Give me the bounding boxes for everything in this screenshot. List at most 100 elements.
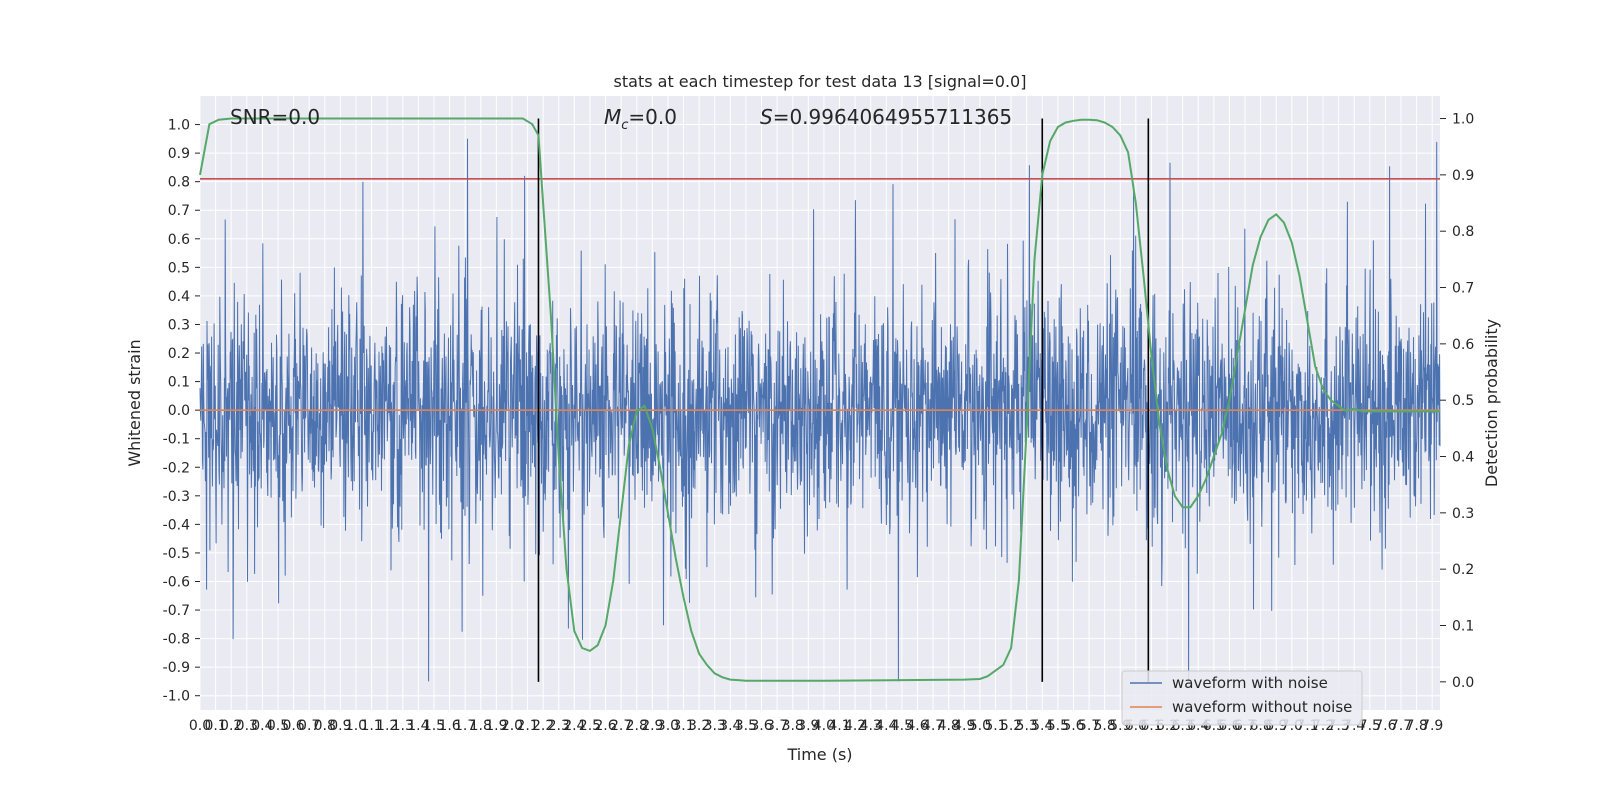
x-tick-label-36: 3.6 — [750, 718, 772, 734]
x-tick-label-43: 4.3 — [860, 718, 882, 734]
x-tick-label-52: 5.2 — [1000, 718, 1022, 734]
mc-annotation: Mc=0.0 — [604, 105, 677, 133]
x-tick-label-15: 1.5 — [423, 718, 445, 734]
y-tick-label-6: 0.4 — [168, 289, 190, 305]
x-tick-label-37: 3.7 — [766, 718, 788, 734]
y-tick-label-20: -1.0 — [163, 689, 190, 705]
series-line-detection-probability — [199, 117, 1440, 682]
x-tick-label-10: 1.0 — [345, 718, 367, 734]
x-tick-label-34: 3.4 — [719, 718, 741, 734]
y-tick-label-9: 0.1 — [168, 375, 190, 391]
y-tick-label-19: -0.9 — [163, 660, 190, 676]
x-tick-label-8: 0.8 — [314, 718, 336, 734]
y2-tick-label-4: 0.6 — [1452, 337, 1474, 353]
snr-annotation: SNR=0.0 — [230, 105, 320, 129]
x-tick-label-3: 0.3 — [236, 718, 258, 734]
x-tick-label-38: 3.8 — [782, 718, 804, 734]
x-tick-label-11: 1.1 — [360, 718, 382, 734]
y2-axis-ticks: 1.0 0.9 0.8 0.7 0.6 0.5 0.4 0.3 0.2 0.1 0.0 — [1440, 112, 1474, 691]
legend-label-clean: waveform without noise — [1172, 698, 1352, 716]
x-tick-label-19: 1.9 — [485, 718, 507, 734]
x-tick-label-31: 3.1 — [672, 718, 694, 734]
y2-tick-label-7: 0.3 — [1452, 506, 1474, 522]
x-tick-label-18: 1.8 — [470, 718, 492, 734]
x-axis-label: Time (s) — [786, 745, 852, 764]
y-tick-label-2: 0.8 — [168, 175, 190, 191]
s-symbol: S — [760, 105, 773, 129]
y-tick-label-8: 0.2 — [168, 346, 190, 362]
x-tick-label-75: 7.5 — [1359, 718, 1381, 734]
y2-tick-label-3: 0.7 — [1452, 281, 1474, 297]
x-tick-label-1: 0.1 — [204, 718, 226, 734]
y2-tick-label-5: 0.5 — [1452, 393, 1474, 409]
x-axis-ticks: 0.00.10.20.30.40.50.60.70.80.91.01.11.21… — [189, 718, 1443, 734]
s-annotation: S=0.9964064955711365 — [760, 105, 1012, 129]
x-tick-label-0: 0.0 — [189, 718, 211, 734]
x-tick-label-45: 4.5 — [891, 718, 913, 734]
x-tick-label-23: 2.3 — [548, 718, 570, 734]
x-tick-label-51: 5.1 — [984, 718, 1006, 734]
x-tick-label-48: 4.8 — [938, 718, 960, 734]
x-tick-label-17: 1.7 — [454, 718, 476, 734]
y2-tick-label-0: 1.0 — [1452, 112, 1474, 128]
mc-subscript: c — [621, 118, 628, 133]
s-value: =0.9964064955711365 — [773, 105, 1012, 129]
x-tick-label-4: 0.4 — [251, 718, 273, 734]
legend: waveform with noise waveform without noi… — [1121, 670, 1363, 726]
x-tick-label-22: 2.2 — [532, 718, 554, 734]
x-tick-label-25: 2.5 — [579, 718, 601, 734]
y2-tick-label-8: 0.2 — [1452, 562, 1474, 578]
x-tick-label-58: 5.8 — [1094, 718, 1116, 734]
y-tick-label-13: -0.3 — [163, 489, 190, 505]
y-tick-label-1: 0.9 — [168, 146, 190, 162]
y2-tick-label-10: 0.0 — [1452, 675, 1474, 691]
x-tick-label-55: 5.5 — [1047, 718, 1069, 734]
x-tick-label-6: 0.6 — [282, 718, 304, 734]
x-tick-label-12: 1.2 — [376, 718, 398, 734]
x-tick-label-49: 4.9 — [953, 718, 975, 734]
y-tick-label-14: -0.4 — [163, 517, 190, 533]
y-tick-label-7: 0.3 — [168, 317, 190, 333]
x-tick-label-50: 5.0 — [969, 718, 991, 734]
y-tick-label-10: 0.0 — [168, 403, 190, 419]
x-tick-label-24: 2.4 — [563, 718, 585, 734]
y2-tick-label-2: 0.8 — [1452, 224, 1474, 240]
x-tick-label-32: 3.2 — [688, 718, 710, 734]
x-tick-label-21: 2.1 — [516, 718, 538, 734]
chart-title: stats at each timestep for test data 13 … — [614, 72, 1027, 91]
x-tick-label-76: 7.6 — [1374, 718, 1396, 734]
y-tick-label-15: -0.5 — [163, 546, 190, 562]
legend-box — [1121, 670, 1363, 726]
x-tick-label-46: 4.6 — [906, 718, 928, 734]
x-tick-label-2: 0.2 — [220, 718, 242, 734]
x-tick-label-44: 4.4 — [875, 718, 897, 734]
y2-tick-label-6: 0.4 — [1452, 450, 1474, 466]
x-tick-label-77: 7.7 — [1390, 718, 1412, 734]
x-tick-label-30: 3.0 — [657, 718, 679, 734]
x-tick-label-16: 1.6 — [438, 718, 460, 734]
y-tick-label-12: -0.2 — [163, 460, 190, 476]
x-tick-label-39: 3.9 — [797, 718, 819, 734]
y-tick-label-0: 1.0 — [168, 118, 190, 134]
x-tick-label-41: 4.1 — [828, 718, 850, 734]
x-tick-label-54: 5.4 — [1031, 718, 1053, 734]
x-tick-label-13: 1.3 — [392, 718, 414, 734]
y2-tick-label-1: 0.9 — [1452, 168, 1474, 184]
x-tick-label-28: 2.8 — [626, 718, 648, 734]
overlay-lines — [200, 118, 1440, 682]
x-tick-label-56: 5.6 — [1062, 718, 1084, 734]
y-tick-label-5: 0.5 — [168, 260, 190, 276]
x-tick-label-33: 3.3 — [704, 718, 726, 734]
x-tick-label-47: 4.7 — [922, 718, 944, 734]
y-tick-label-18: -0.8 — [163, 632, 190, 648]
x-tick-label-40: 4.0 — [813, 718, 835, 734]
mc-symbol: M — [604, 105, 621, 129]
x-tick-label-78: 7.8 — [1405, 718, 1427, 734]
series-detection-probability — [199, 117, 1440, 682]
x-tick-label-42: 4.2 — [844, 718, 866, 734]
x-tick-label-27: 2.7 — [610, 718, 632, 734]
legend-label-noise: waveform with noise — [1172, 674, 1328, 692]
x-tick-label-14: 1.4 — [407, 718, 429, 734]
x-tick-label-35: 3.5 — [735, 718, 757, 734]
